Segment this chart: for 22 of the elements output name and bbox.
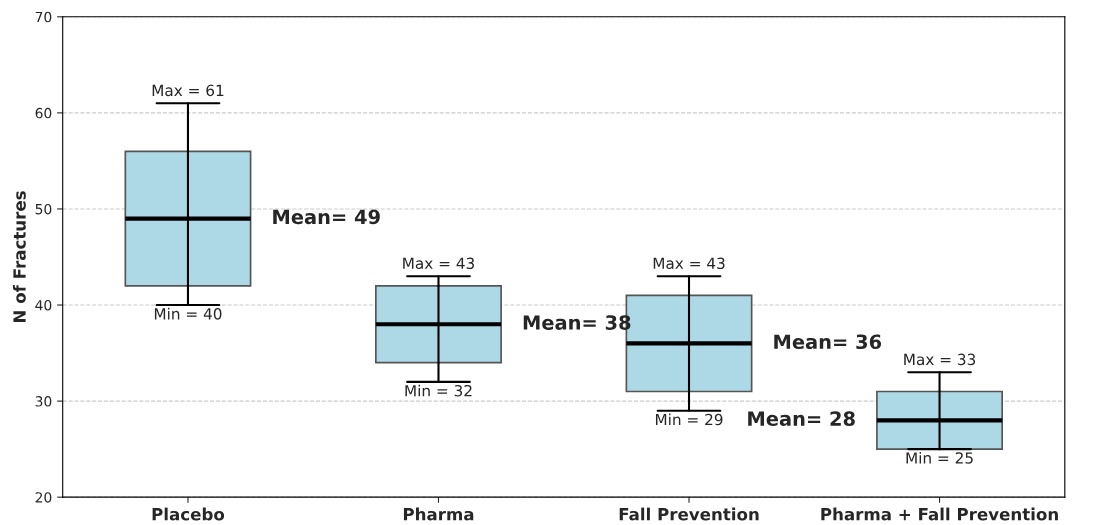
x-tick-label: Pharma + Fall Prevention (821, 507, 1058, 521)
x-tick-label: Pharma (403, 507, 474, 521)
annotation: Min = 40 (154, 307, 222, 320)
annotation: Max = 33 (904, 353, 976, 366)
y-axis-title: N of Fractures (12, 191, 26, 323)
y-tick-label: 30 (35, 396, 52, 407)
y-tick-label: 20 (35, 492, 52, 503)
x-tick-label: Fall Prevention (619, 507, 759, 521)
annotation: Mean= 36 (774, 334, 882, 350)
y-tick-label: 50 (35, 203, 52, 215)
annotation: Min = 32 (405, 384, 472, 397)
y-tick-label: 40 (35, 299, 52, 311)
x-tick-label: Placebo (152, 507, 225, 521)
annotation: Max = 61 (152, 84, 224, 97)
annotation: Max = 43 (403, 257, 475, 270)
annotation: Min = 25 (906, 451, 973, 464)
annotation: Min = 29 (655, 413, 723, 426)
y-tick-label: 70 (35, 11, 52, 23)
annotation: Mean= 49 (273, 209, 380, 225)
annotation: Mean= 28 (748, 411, 855, 426)
y-tick-label: 60 (35, 107, 52, 119)
annotation: Max = 43 (653, 257, 725, 270)
